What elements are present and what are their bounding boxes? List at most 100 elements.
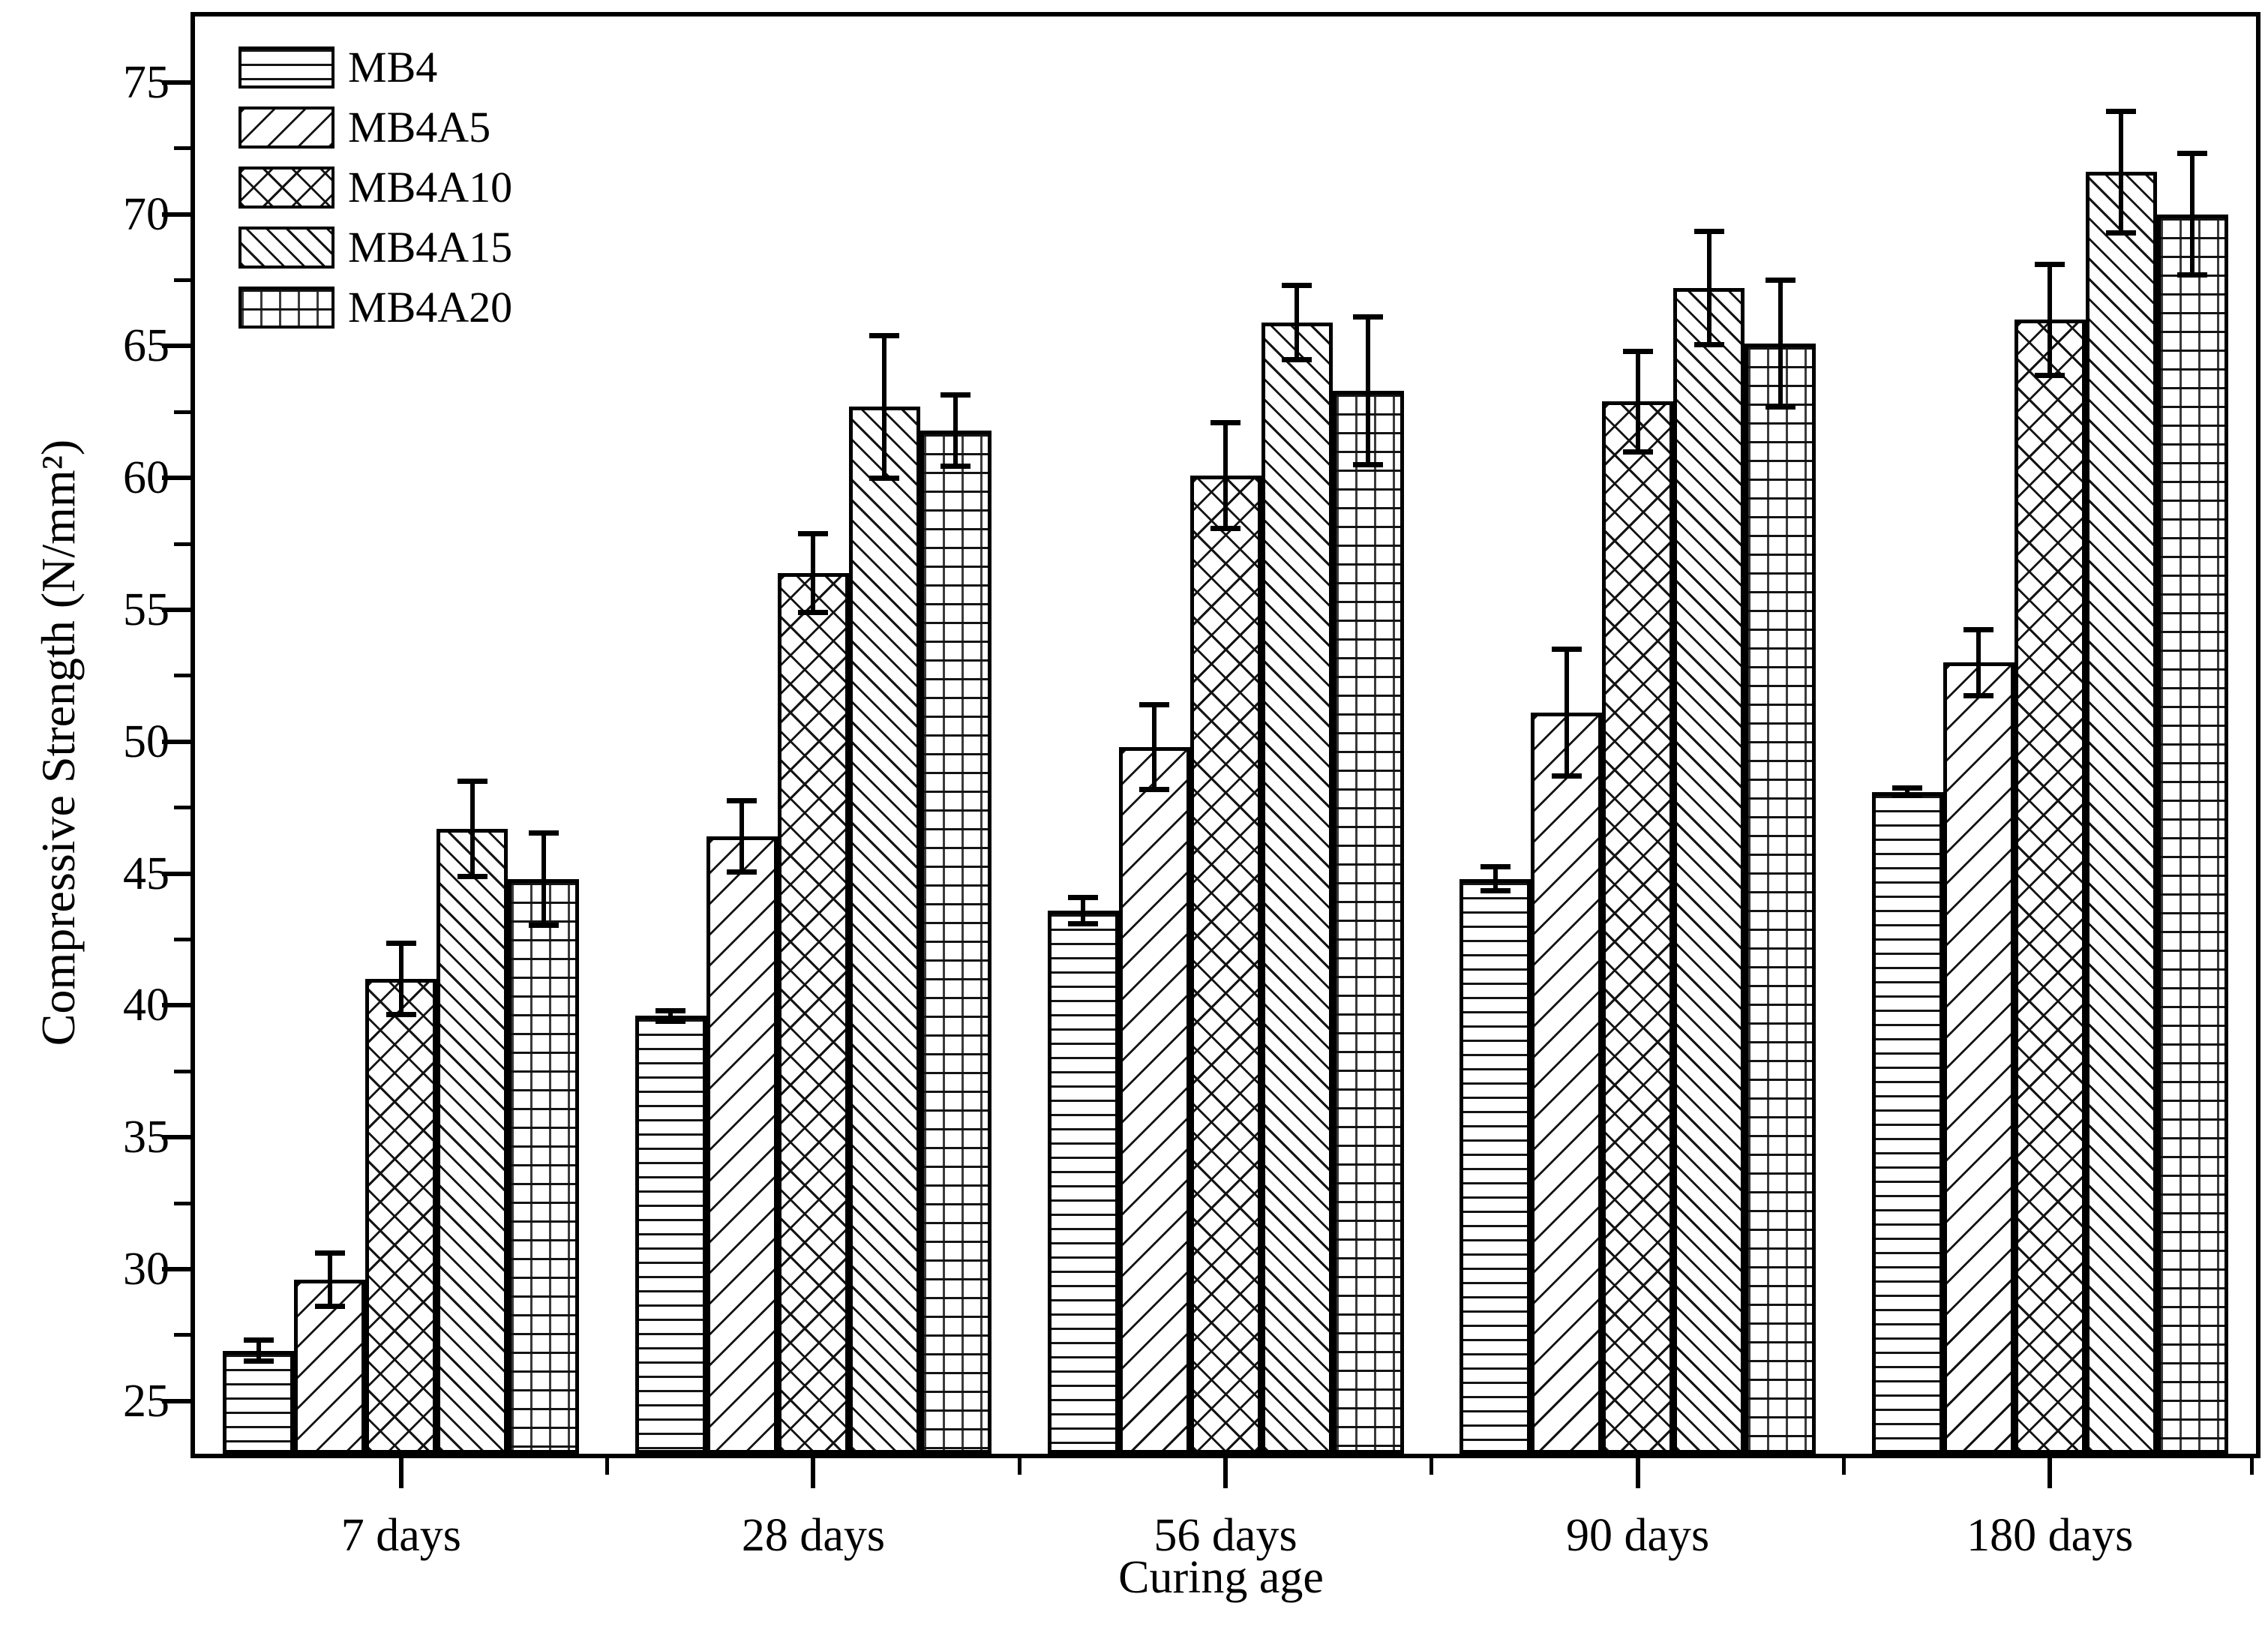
x-axis-major-tick [811,1458,816,1488]
bar-MB4A15-7-days [436,828,508,1454]
y-tick-label-40: 40 [123,980,170,1031]
error-bar-cap-bottom [798,610,829,616]
error-bar-cap-top [386,941,416,947]
error-bar-MB4A10-28-days [798,530,829,616]
error-bar-line [470,779,475,879]
error-bar-cap-bottom [457,873,488,879]
bar-MB4A5-180-days [1942,662,2014,1454]
error-bar-cap-top [1353,314,1383,320]
legend-swatch-MB4A10 [238,167,334,209]
error-bar-MB4A15-90-days [1694,229,1724,348]
bar-MB4A10-90-days [1602,401,1674,1454]
plot-area: 25 30 35 40 45 50 55 60 65 70 75 7 days 28 days 56 da… [123,12,2260,1559]
error-bar-MB4-28-days [656,1007,686,1024]
error-bar-cap-bottom [1210,525,1240,531]
x-tick-label-90-days: 90 days [1566,1510,1710,1561]
error-bar-MB4A20-56-days [1353,314,1383,468]
error-bar-cap-top [1480,864,1510,870]
error-bar-MB4A5-28-days [727,798,758,875]
error-bar-MB4A10-180-days [2035,261,2066,378]
y-axis-major-tick [162,871,190,876]
legend-label-MB4: MB4 [348,43,438,92]
x-axis-major-tick [2048,1458,2053,1488]
error-bar-cap-bottom [386,1012,416,1018]
error-bar-line [327,1250,332,1309]
y-axis-major-tick [162,1266,190,1271]
error-bar-cap-top [457,779,488,784]
y-tick-label-70: 70 [123,188,170,240]
bar-MB4-180-days [1871,791,1943,1454]
y-axis-minor-tick [174,937,190,941]
error-bar-cap-top [1622,348,1653,354]
error-bar-cap-bottom [1964,692,1994,698]
error-bar-cap-bottom [1139,786,1169,792]
error-bar-cap-bottom [1622,449,1653,455]
legend-label-MB4A20: MB4A20 [348,283,513,332]
error-bar-line [668,1007,674,1024]
error-bar-line [953,392,958,469]
y-tick-label-55: 55 [123,584,170,635]
error-bar-cap-bottom [1353,462,1383,468]
error-bar-MB4A20-7-days [528,830,559,928]
x-tick-label-180-days: 180 days [1966,1510,2134,1561]
legend-label-MB4A15: MB4A15 [348,223,513,272]
error-bar-MB4A5-56-days [1139,702,1169,792]
x-axis-title: Curing age [1118,1552,1324,1603]
error-bar-cap-top [1210,419,1240,425]
legend-label-MB4A10: MB4A10 [348,163,513,212]
error-bar-MB4A20-90-days [1765,278,1796,410]
error-bar-cap-top [869,332,900,338]
error-bar-line [398,941,404,1018]
y-axis-major-tick [162,344,190,349]
bar-MB4A5-90-days [1531,713,1603,1454]
error-bar-cap-bottom [528,922,559,928]
error-bar-MB4A5-7-days [314,1250,345,1309]
error-bar-MB4-180-days [1892,785,1923,799]
error-bar-MB4A10-90-days [1622,348,1653,455]
y-tick-label-50: 50 [123,716,170,767]
y-tick-label-30: 30 [123,1243,170,1295]
error-bar-cap-bottom [2106,230,2137,236]
bar-MB4-56-days [1047,910,1119,1454]
error-bar-cap-top [1694,229,1724,234]
y-axis-minor-tick [174,806,190,810]
y-axis-major-tick [162,1135,190,1140]
error-bar-line [541,830,546,928]
error-bar-MB4A10-56-days [1210,419,1240,531]
y-tick-label-25: 25 [123,1375,170,1427]
error-bar-cap-bottom [314,1303,345,1309]
error-bar-cap-top [1068,894,1098,900]
y-axis-major-tick [162,739,190,744]
bar-MB4A20-180-days [2156,214,2228,1454]
x-tick-label-56-days: 56 days [1154,1510,1298,1561]
legend: MB4 MB4A5 MB4A10 MB4A15 MB4A20 [238,44,512,344]
bar-MB4A5-56-days [1118,746,1190,1454]
y-axis-minor-tick [174,146,190,151]
error-bar-cap-top [1551,647,1582,653]
x-axis-minor-tick [1841,1458,1846,1475]
y-axis-major-tick [162,1398,190,1403]
error-bar-line [1564,647,1569,779]
error-bar-line [740,798,745,875]
error-bar-line [1366,314,1370,468]
error-bar-cap-bottom [243,1358,274,1364]
error-bar-MB4A5-180-days [1964,626,1994,698]
error-bar-cap-top [1765,278,1796,284]
error-bar-cap-bottom [656,1018,686,1024]
x-tick-label-28-days: 28 days [741,1510,885,1561]
bar-MB4A20-7-days [508,878,580,1454]
error-bar-line [256,1337,261,1364]
error-bar-cap-bottom [1551,773,1582,779]
error-bar-line [1706,229,1712,348]
error-bar-cap-top [656,1007,686,1013]
error-bar-MB4A15-56-days [1282,283,1312,362]
y-axis-minor-tick [174,278,190,283]
error-bar-cap-bottom [940,463,971,469]
x-axis-major-tick [1635,1458,1640,1488]
bar-MB4A5-7-days [294,1279,366,1454]
error-bar-cap-bottom [1480,887,1510,893]
legend-swatch-MB4A20 [238,287,334,329]
bar-MB4A15-90-days [1673,288,1745,1454]
error-bar-cap-top [528,830,559,836]
error-bar-MB4A5-90-days [1551,647,1582,779]
